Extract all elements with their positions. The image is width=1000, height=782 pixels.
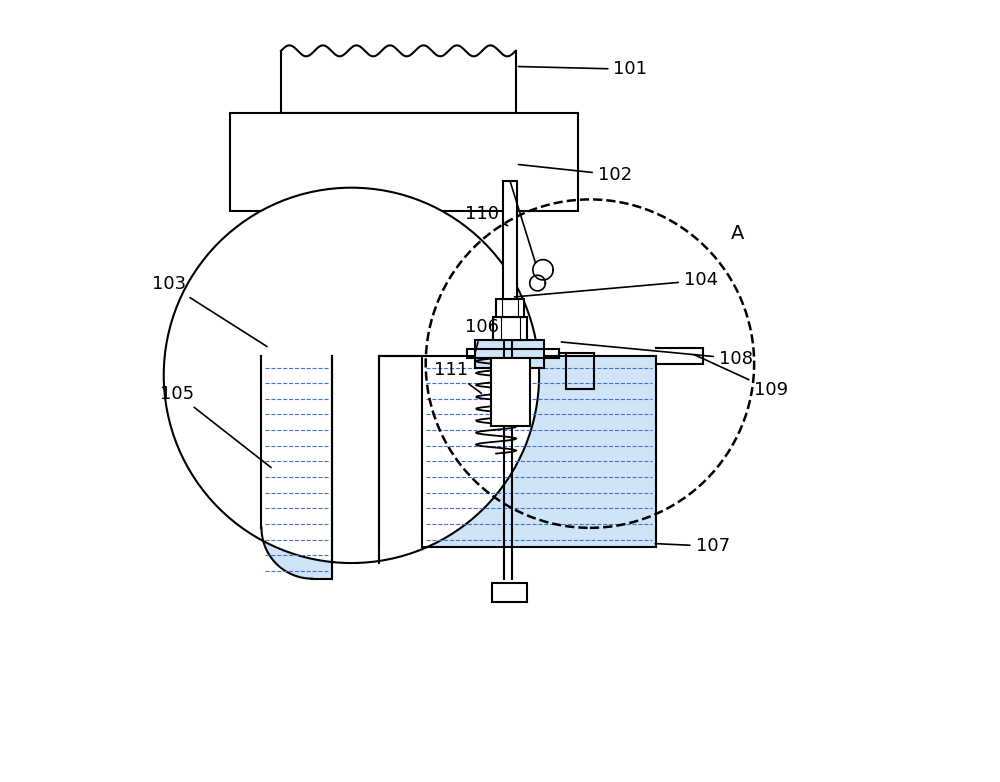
Bar — [496, 299, 524, 317]
Circle shape — [164, 188, 539, 563]
Bar — [492, 583, 527, 602]
Polygon shape — [423, 357, 655, 546]
Text: 107: 107 — [655, 537, 730, 555]
Text: 104: 104 — [514, 271, 718, 297]
Bar — [230, 113, 578, 211]
Bar — [475, 340, 544, 368]
Polygon shape — [261, 356, 332, 579]
Text: A: A — [731, 224, 744, 242]
Text: 106: 106 — [465, 318, 499, 351]
Text: 101: 101 — [518, 60, 647, 78]
Text: 111: 111 — [434, 361, 481, 393]
Text: 110: 110 — [465, 205, 508, 226]
Bar — [491, 358, 530, 426]
Bar — [503, 181, 517, 299]
Text: 105: 105 — [160, 385, 271, 468]
Text: 108: 108 — [561, 342, 753, 368]
Text: 102: 102 — [518, 164, 632, 184]
Text: 103: 103 — [152, 275, 267, 346]
Bar — [493, 317, 527, 340]
Text: 109: 109 — [694, 354, 788, 399]
